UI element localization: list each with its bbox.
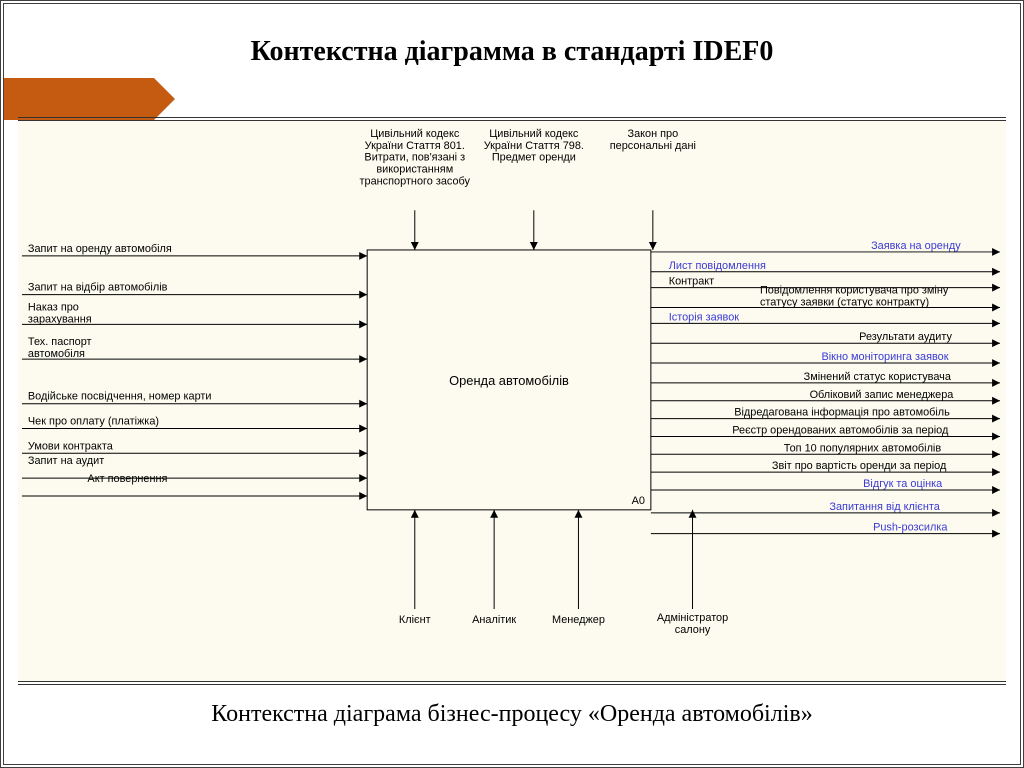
input-label: Умови контракта (28, 440, 114, 452)
mechanism-label: Менеджер (552, 614, 605, 626)
svg-text:Запит на аудит: Запит на аудит (28, 455, 104, 467)
svg-text:Закон проперсональні дані: Закон проперсональні дані (610, 128, 696, 152)
output-label: Вікно моніторинга заявок (821, 351, 948, 363)
svg-text:Акт повернення: Акт повернення (87, 473, 167, 485)
input-label: Запит на відбір автомобілів (28, 282, 168, 294)
input-label: Водійське посвідчення, номер карти (28, 391, 212, 403)
process-id: A0 (632, 495, 645, 507)
output-label: Заявка на оренду (871, 240, 961, 252)
accent-arrow-icon (4, 78, 154, 120)
output-label: Топ 10 популярних автомобілів (784, 442, 942, 454)
svg-text:Адміністраторсалону: Адміністраторсалону (657, 612, 728, 636)
slide: Контекстна діаграмма в стандарті IDEF0 О… (0, 0, 1024, 768)
output-label: Лист повідомлення (669, 260, 766, 272)
mechanism-label: Аналітик (472, 614, 516, 626)
output-label: Відгук та оцінка (863, 478, 943, 490)
mechanism-label: Клієнт (399, 614, 431, 626)
svg-text:Цивільний кодексУкраїни Стаття: Цивільний кодексУкраїни Стаття 801.Витра… (360, 128, 471, 188)
output-label: Push-розсилка (873, 522, 948, 534)
output-label: Контракт (669, 276, 714, 288)
output-label: Звіт про вартість оренди за період (772, 460, 947, 472)
slide-title: Контекстна діаграмма в стандарті IDEF0 (4, 36, 1020, 68)
output-label: Запитання від клієнта (829, 501, 940, 513)
svg-text:Цивільний кодексУкраїни Стаття: Цивільний кодексУкраїни Стаття 798.Предм… (484, 128, 584, 164)
input-label: Запит на оренду автомобіля (28, 243, 172, 255)
output-label: Історія заявок (669, 311, 740, 323)
svg-text:Тех. паспортавтомобіля: Тех. паспортавтомобіля (28, 336, 92, 360)
svg-text:Наказ прозарахування: Наказ прозарахування (28, 301, 92, 325)
process-label: Оренда автомобілів (449, 373, 569, 388)
idef0-diagram: Оренда автомобілів A0 Цивільний кодексУкра… (18, 121, 1006, 677)
output-label: Обліковий запис менеджера (810, 389, 955, 401)
diagram-frame: Оренда автомобілів A0 Цивільний кодексУкра… (18, 120, 1006, 682)
output-label: Реєстр орендованих автомобілів за період (732, 424, 949, 436)
output-label: Відредагована інформація про автомобіль (734, 407, 950, 419)
output-label: Результати аудиту (859, 331, 952, 343)
svg-text:Повідомлення користувача про з: Повідомлення користувача про змінустатус… (760, 285, 949, 309)
slide-caption: Контекстна діаграма бізнес-процесу «Орен… (4, 701, 1020, 728)
output-label: Змінений статус користувача (804, 371, 952, 383)
input-label: Чек про оплату (платіжка) (28, 416, 159, 428)
